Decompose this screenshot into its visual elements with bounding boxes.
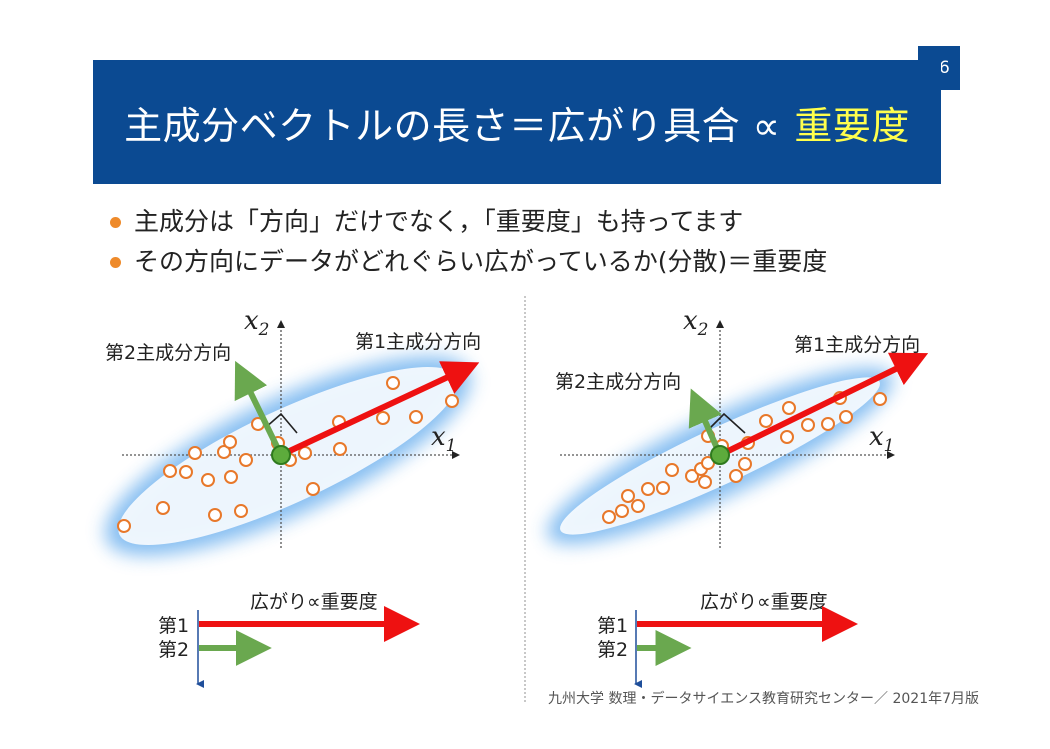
bar-pc1-label: 第1 <box>597 615 628 637</box>
data-point <box>306 482 320 496</box>
panel-divider <box>524 296 526 702</box>
data-point <box>445 394 459 408</box>
data-point <box>409 410 423 424</box>
footer-credit: 九州大学 数理・データサイエンス教育研究センター／ 2021年7月版 <box>548 691 980 707</box>
data-point <box>665 463 679 477</box>
slide-title: 主成分ベクトルの長さ＝広がり具合 ∝ 重要度 <box>93 60 941 184</box>
pc1-arrow <box>718 352 929 458</box>
data-point <box>188 446 202 460</box>
data-point <box>201 473 215 487</box>
pc1-label: 第1主成分方向 <box>794 334 920 356</box>
pc2-arrow <box>234 360 284 457</box>
data-point <box>386 376 400 390</box>
title-main: 主成分ベクトルの長さ＝広がり具合 ∝ <box>124 103 781 148</box>
data-point <box>685 469 699 483</box>
pc1-label: 第1主成分方向 <box>355 331 481 353</box>
data-point <box>780 430 794 444</box>
data-point <box>873 392 887 406</box>
importance-bar-title: 広がり∝重要度 <box>250 591 378 613</box>
data-point <box>376 411 390 425</box>
data-point <box>801 418 815 432</box>
data-point <box>163 464 177 478</box>
data-point <box>621 489 635 503</box>
data-point <box>223 435 237 449</box>
x2-axis-label: x2 <box>244 306 270 340</box>
pc2-label: 第2主成分方向 <box>105 342 231 364</box>
bullet-item-2: その方向にデータがどれぐらい広がっているか(分散)＝重要度 <box>108 242 948 282</box>
bullet-list: 主成分は「方向」だけでなく，「重要度」も持ってます その方向にデータがどれぐらい… <box>108 202 948 282</box>
origin-point <box>271 445 291 465</box>
data-point <box>217 445 231 459</box>
data-point <box>208 508 222 522</box>
data-point <box>738 457 752 471</box>
data-point <box>234 504 248 518</box>
data-point <box>602 510 616 524</box>
data-point <box>698 475 712 489</box>
data-point <box>782 401 796 415</box>
right-angle-mark <box>264 412 298 434</box>
bar-pc2-label: 第2 <box>597 639 628 661</box>
data-point <box>239 453 253 467</box>
data-point <box>615 504 629 518</box>
pc2-label: 第2主成分方向 <box>555 371 681 393</box>
x1-axis-label: x1 <box>431 422 457 456</box>
data-point <box>641 482 655 496</box>
data-point <box>224 470 238 484</box>
data-point <box>156 501 170 515</box>
right-panel: 第2主成分方向 第1主成分方向 x2 x1 広がり∝重要度 第1 第2 <box>546 306 929 688</box>
data-point <box>839 410 853 424</box>
data-point <box>759 414 773 428</box>
title-accent: 重要度 <box>794 103 910 148</box>
data-points <box>117 376 459 533</box>
bar-pc1-label: 第1 <box>158 615 189 637</box>
data-point <box>729 469 743 483</box>
left-panel: 第2主成分方向 第1主成分方向 x2 x1 広がり∝重要度 第1 第2 <box>105 306 481 688</box>
x2-axis-label: x2 <box>683 306 709 340</box>
bar-pc2-label: 第2 <box>158 639 189 661</box>
data-point <box>821 417 835 431</box>
data-point <box>333 442 347 456</box>
data-point <box>179 465 193 479</box>
importance-bar-title: 広がり∝重要度 <box>700 591 828 613</box>
x1-axis-label: x1 <box>869 422 895 456</box>
data-point <box>117 519 131 533</box>
pc1-arrow <box>279 361 480 458</box>
data-point <box>656 481 670 495</box>
bullet-item-1: 主成分は「方向」だけでなく，「重要度」も持ってます <box>108 202 948 242</box>
origin-point <box>710 445 730 465</box>
data-point <box>631 499 645 513</box>
